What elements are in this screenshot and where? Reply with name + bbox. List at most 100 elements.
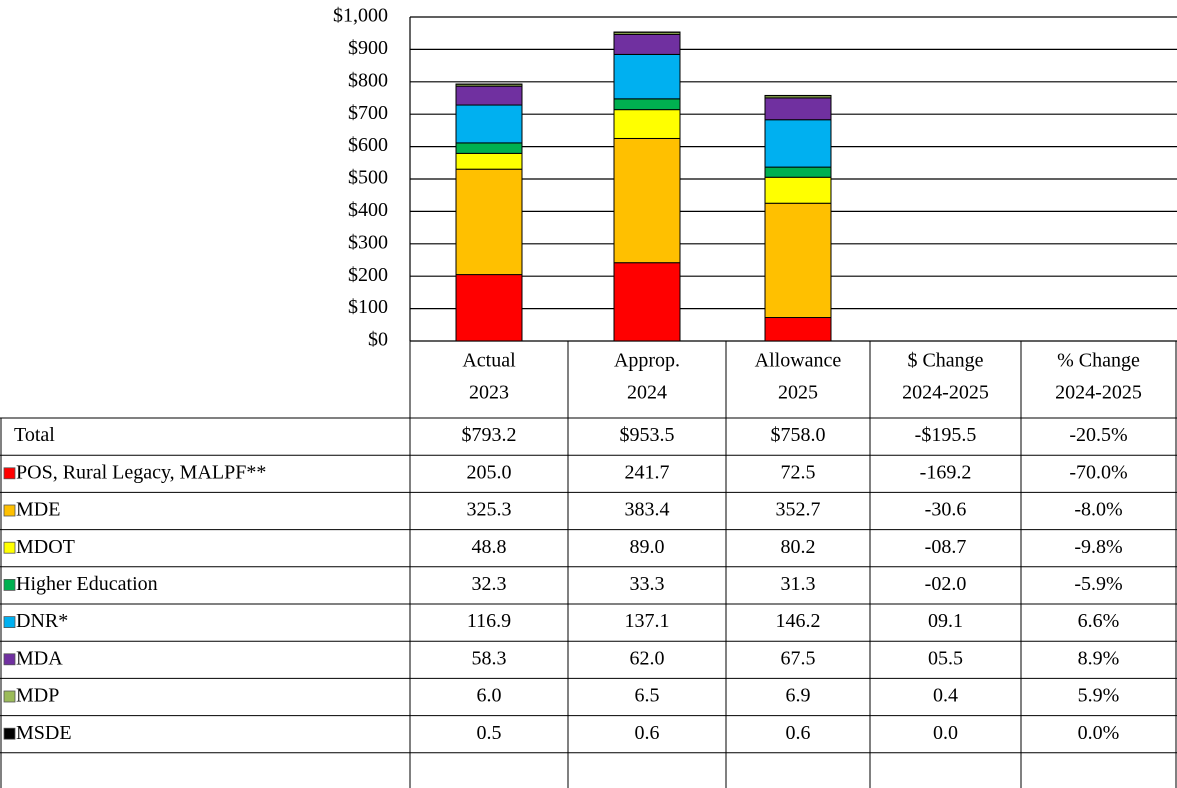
table-cell: -08.7 xyxy=(925,536,967,558)
table-cell: 6.0 xyxy=(477,685,502,707)
table-cell: $758.0 xyxy=(771,424,826,446)
table-cell: 0.0% xyxy=(1078,722,1120,744)
column-header: 2024-2025 xyxy=(902,382,989,404)
table-cell: 6.5 xyxy=(635,685,660,707)
column-header: 2024-2025 xyxy=(1055,382,1142,404)
table-cell: 241.7 xyxy=(625,461,670,483)
table-cell: $793.2 xyxy=(462,424,517,446)
y-tick-label: $100 xyxy=(348,296,388,318)
table-cell: -20.5% xyxy=(1069,424,1127,446)
bar-segment xyxy=(455,152,523,170)
bar-segment xyxy=(613,262,681,342)
legend-label: MDA xyxy=(16,647,63,669)
y-tick-label: $0 xyxy=(368,329,388,351)
y-tick-label: $300 xyxy=(348,231,388,253)
table-cell: 205.0 xyxy=(467,461,512,483)
bar-segment xyxy=(455,274,523,342)
bar-segment xyxy=(764,97,832,121)
legend-marker xyxy=(3,541,16,554)
column-header: $ Change xyxy=(907,350,983,372)
table-cell: -02.0 xyxy=(925,573,967,595)
y-tick-label: $600 xyxy=(348,134,388,156)
table-cell: 352.7 xyxy=(776,499,821,521)
column-header: % Change xyxy=(1057,350,1140,372)
bar-segment xyxy=(764,176,832,204)
bar-segment xyxy=(613,109,681,139)
table-cell: 6.9 xyxy=(786,685,811,707)
table-cell: -8.0% xyxy=(1074,499,1122,521)
column-header: 2025 xyxy=(778,382,818,404)
legend-marker xyxy=(3,467,16,480)
table-cell: 5.9% xyxy=(1078,685,1120,707)
legend-label: Higher Education xyxy=(16,573,158,595)
legend-marker xyxy=(3,653,16,666)
table-cell: -5.9% xyxy=(1074,573,1122,595)
y-tick-label: $700 xyxy=(348,102,388,124)
column-header: Approp. xyxy=(614,350,680,372)
table-cell: 0.4 xyxy=(933,685,958,707)
row-label: Total xyxy=(14,424,55,446)
table-cell: 146.2 xyxy=(776,610,821,632)
bar-segment xyxy=(613,53,681,100)
column-header: Allowance xyxy=(755,350,842,372)
bar-segment xyxy=(613,33,681,55)
legend-label: MDE xyxy=(16,499,60,521)
table-cell: 62.0 xyxy=(630,647,665,669)
column-header: 2024 xyxy=(627,382,667,404)
table-cell: 116.9 xyxy=(467,610,511,632)
table-cell: 325.3 xyxy=(467,499,512,521)
y-tick-label: $200 xyxy=(348,264,388,286)
y-tick-label: $800 xyxy=(348,69,388,91)
table-cell: 0.6 xyxy=(635,722,660,744)
bar-segment xyxy=(764,166,832,178)
table-cell: 67.5 xyxy=(781,647,816,669)
table-cell: 05.5 xyxy=(928,647,963,669)
bar-segment xyxy=(764,202,832,319)
y-tick-label: $500 xyxy=(348,167,388,189)
table-cell: 31.3 xyxy=(781,573,816,595)
table-cell: -9.8% xyxy=(1074,536,1122,558)
table-cell: 0.6 xyxy=(786,722,811,744)
table-cell: 383.4 xyxy=(625,499,670,521)
table-cell: -$195.5 xyxy=(915,424,977,446)
legend-marker xyxy=(3,616,16,628)
table-cell: -169.2 xyxy=(920,461,972,483)
table-cell: 89.0 xyxy=(630,536,665,558)
table-cell: 137.1 xyxy=(625,610,670,632)
y-tick-label: $900 xyxy=(348,37,388,59)
table-cell: -30.6 xyxy=(925,499,967,521)
bar-segment xyxy=(455,104,523,144)
legend-marker xyxy=(3,727,16,740)
y-tick-label: $1,000 xyxy=(333,5,388,27)
column-header: Actual xyxy=(462,350,516,372)
legend-label: POS, Rural Legacy, MALPF** xyxy=(16,461,266,483)
legend-label: MDP xyxy=(16,685,59,707)
table-cell: 33.3 xyxy=(630,573,665,595)
table-cell: 8.9% xyxy=(1078,647,1120,669)
legend-label: MDOT xyxy=(16,536,75,558)
legend-marker xyxy=(3,690,16,703)
legend-marker xyxy=(3,504,16,517)
y-tick-label: $400 xyxy=(348,199,388,221)
legend-marker xyxy=(3,579,16,591)
bar-segment xyxy=(613,98,681,111)
table-cell: 0.0 xyxy=(933,722,958,744)
table-cell: 80.2 xyxy=(781,536,816,558)
table-cell: 58.3 xyxy=(472,647,507,669)
bar-segment xyxy=(455,142,523,154)
bar-segment xyxy=(455,168,523,276)
table-cell: -70.0% xyxy=(1069,461,1127,483)
bar-segment xyxy=(455,85,523,106)
table-cell: 32.3 xyxy=(472,573,507,595)
table-cell: 0.5 xyxy=(477,722,502,744)
column-header: 2023 xyxy=(469,382,509,404)
table-cell: 48.8 xyxy=(472,536,507,558)
bar-segment xyxy=(764,119,832,168)
table-cell: 09.1 xyxy=(928,610,963,632)
legend-label: DNR* xyxy=(16,610,68,632)
legend-label: MSDE xyxy=(16,722,72,744)
bar-segment xyxy=(764,317,832,342)
table-cell: $953.5 xyxy=(620,424,675,446)
table-cell: 6.6% xyxy=(1078,610,1120,632)
